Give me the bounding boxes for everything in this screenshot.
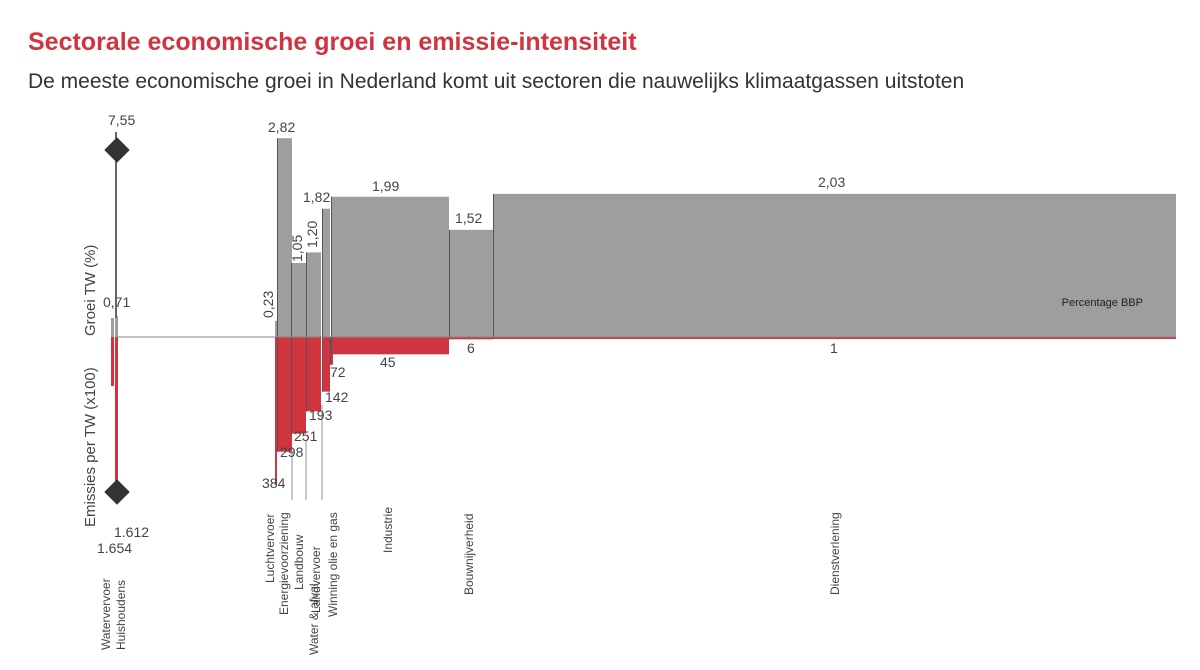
growth-label-dienstverlening: 2,03: [818, 174, 845, 190]
emission-label-landvervoer: 142: [325, 389, 349, 405]
growth-bar-landvervoer: [322, 208, 330, 337]
growth-bar-landbouw: [291, 262, 306, 337]
growth-label-landvervoer: 1,82: [303, 189, 330, 205]
sector-label-bouwnijverheid: Bouwnijverheid: [462, 514, 476, 595]
emission-bar-bouwnijverheid: [449, 337, 493, 340]
sector-label-huishoudens: Huishoudens: [114, 580, 128, 650]
y-axis-label-growth: Groei TW (%): [82, 245, 99, 336]
y-axis-label-emissions: Emissies per TW (x100): [82, 367, 99, 527]
growth-bar-dienstverlening: [493, 193, 1176, 337]
sector-label-luchtvervoer: Luchtvervoer: [263, 514, 277, 583]
emission-label-bouwnijverheid: 6: [467, 340, 475, 356]
growth-bar-water-afval: [306, 252, 321, 337]
emission-bar-watervervoer: [111, 337, 114, 386]
growth-label-energievoorziening: 2,82: [268, 119, 295, 135]
bars-layer: [111, 132, 1176, 500]
sector-label-winning-olie-en-gas: Winning olie en gas: [326, 512, 340, 617]
emission-bar-industrie: [331, 337, 449, 355]
emission-label-industrie: 45: [380, 354, 396, 370]
emission-bar-huishoudens: [115, 337, 118, 496]
axis-break-marker-top: [104, 137, 130, 163]
growth-bar-watervervoer: [111, 318, 114, 337]
emission-label-water-afval: 193: [309, 407, 333, 423]
growth-bar-industrie: [331, 196, 449, 337]
emission-bar-landvervoer: [322, 337, 330, 392]
width-legend-label: Percentage BBP: [1062, 297, 1143, 309]
sector-label-landvervoer: Landvervoer: [309, 546, 323, 613]
growth-bar-luchtvervoer: [275, 320, 277, 337]
emission-bar-landbouw: [291, 337, 306, 434]
growth-bar-huishoudens: [115, 316, 118, 337]
emission-bar-luchtvervoer: [275, 337, 277, 485]
emission-label-watervervoer: 1.654: [97, 540, 132, 556]
axis-break-marker-bottom: [104, 479, 130, 505]
emission-bar-energievoorziening: [277, 337, 292, 452]
growth-bar-bouwnijverheid: [449, 229, 493, 337]
growth-label-huishoudens: 0,71: [103, 294, 130, 310]
sector-label-water-afval: Water & afval: [307, 583, 321, 655]
emission-bar-water-afval: [306, 337, 321, 412]
growth-label-watervervoer: 7,55: [108, 112, 135, 128]
growth-label-water-afval: 1,20: [304, 221, 320, 248]
emission-label-winning-olie-en-gas: 72: [330, 364, 346, 380]
growth-bar-energievoorziening: [277, 138, 292, 337]
growth-label-bouwnijverheid: 1,52: [455, 210, 482, 226]
sector-label-landbouw: Landbouw: [292, 534, 306, 590]
emission-bar-dienstverlening: [493, 337, 1176, 339]
emission-label-energievoorziening: 298: [280, 444, 304, 460]
labels-layer: 7,55 1.654 Watervervoer 0,71 1.612 Huishouden…: [97, 112, 845, 655]
growth-label-landbouw: 1,05: [289, 235, 305, 262]
emission-label-luchtvervoer: 384: [262, 475, 286, 491]
chart-subtitle: De meeste economische groei in Nederland…: [28, 70, 965, 93]
sector-label-energievoorziening: Energievoorziening: [277, 512, 291, 615]
emission-label-dienstverlening: 1: [830, 340, 838, 356]
sector-label-industrie: Industrie: [381, 507, 395, 553]
growth-label-luchtvervoer: 0,23: [260, 291, 276, 318]
emission-label-landbouw: 251: [294, 428, 318, 444]
emission-label-huishoudens: 1.612: [114, 524, 149, 540]
sector-label-watervervoer: Watervervoer: [99, 578, 113, 650]
growth-label-industrie: 1,99: [372, 178, 399, 194]
sector-label-dienstverlening: Dienstverlening: [828, 512, 842, 595]
chart-title: Sectorale economische groei en emissie-i…: [28, 28, 637, 56]
